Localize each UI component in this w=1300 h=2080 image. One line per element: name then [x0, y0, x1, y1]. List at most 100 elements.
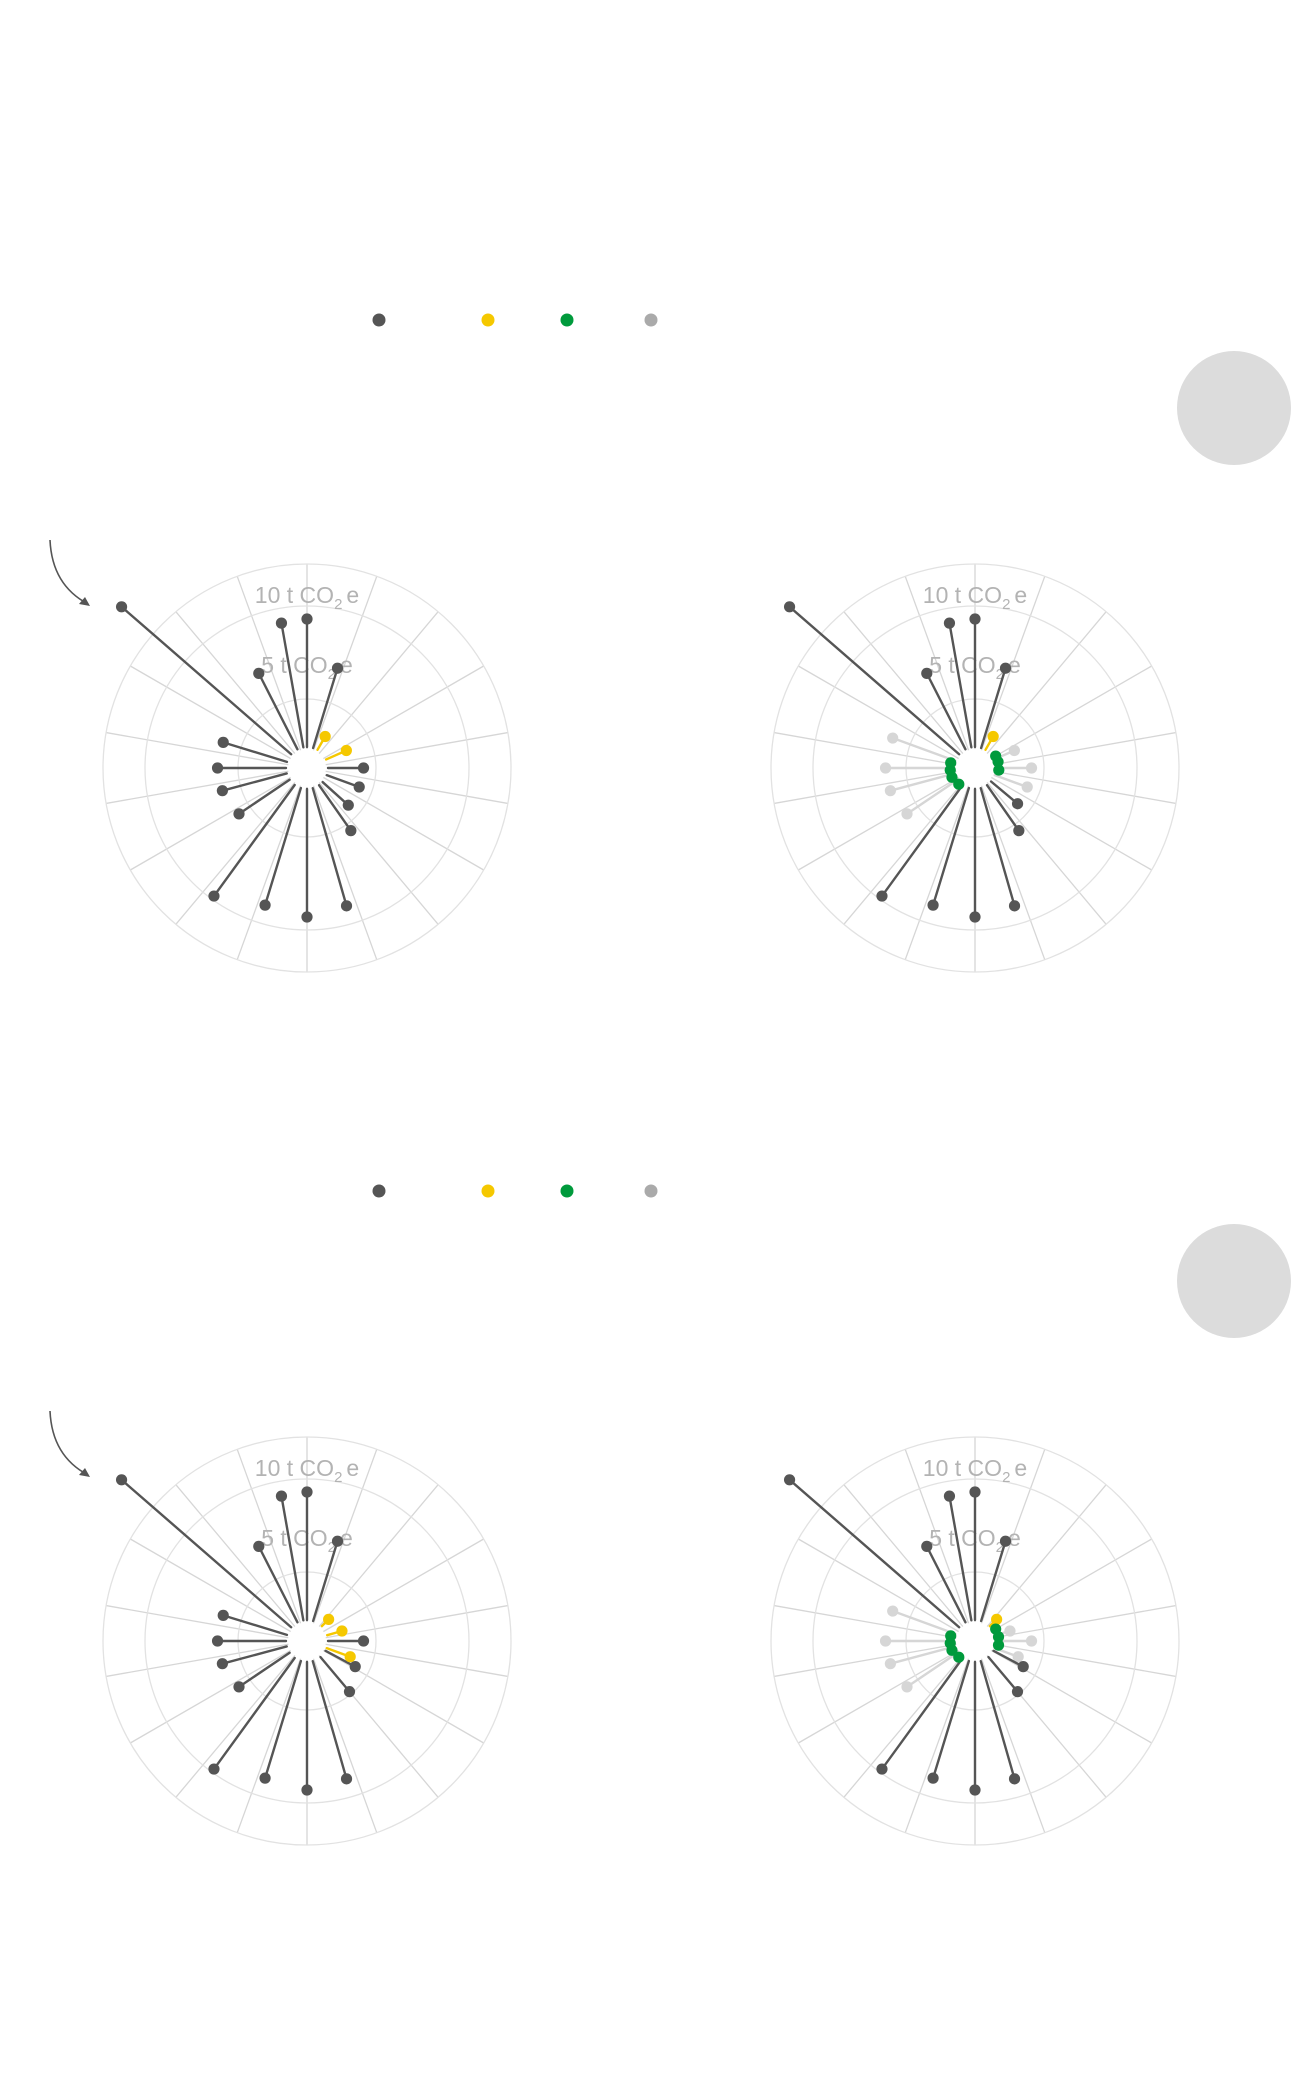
lollipop-point[interactable]	[259, 899, 271, 911]
lollipop-point[interactable]	[1021, 781, 1033, 793]
lollipop-point[interactable]	[357, 1635, 370, 1647]
lollipop-point[interactable]	[208, 1763, 220, 1775]
lollipop-point[interactable]	[217, 736, 229, 748]
lollipop-point[interactable]	[331, 662, 344, 674]
lollipop-point[interactable]	[876, 1763, 888, 1775]
lollipop-point[interactable]	[340, 900, 353, 912]
grid-spoke	[974, 576, 1046, 769]
lollipop-point[interactable]	[301, 911, 313, 923]
side-circle-button[interactable]	[1177, 1224, 1291, 1338]
lollipop-point[interactable]	[301, 1486, 313, 1498]
lollipop-point[interactable]	[319, 730, 331, 743]
lollipop-point[interactable]	[921, 667, 933, 679]
lollipop-point[interactable]	[211, 762, 224, 774]
grid-spoke	[130, 665, 308, 769]
lollipop-point[interactable]	[1025, 1635, 1038, 1647]
ring-label-sub: 2	[334, 596, 342, 613]
grid-spoke	[236, 576, 308, 769]
lollipop-point[interactable]	[969, 1486, 981, 1498]
lollipop-point[interactable]	[275, 1490, 288, 1502]
lollipop-point[interactable]	[991, 1613, 1003, 1625]
lollipop-point[interactable]	[1013, 825, 1025, 837]
lollipop-point[interactable]	[301, 613, 313, 625]
grid-spoke	[306, 611, 439, 769]
lollipop-point[interactable]	[340, 1773, 353, 1785]
lollipop-point[interactable]	[115, 1474, 128, 1486]
lollipop-point[interactable]	[216, 1658, 228, 1670]
lollipop-point[interactable]	[342, 799, 354, 811]
grid-spoke	[175, 767, 308, 925]
lollipop-point[interactable]	[259, 1772, 271, 1784]
lollipop-point[interactable]	[987, 730, 999, 743]
lollipop-point[interactable]	[783, 1474, 796, 1486]
lollipop-point[interactable]	[992, 756, 1004, 768]
lollipop-stem	[993, 773, 1029, 789]
lollipop-point[interactable]	[345, 825, 357, 837]
lollipop-point[interactable]	[115, 601, 128, 613]
lollipop-point[interactable]	[999, 1535, 1012, 1547]
lollipop-point[interactable]	[1017, 1661, 1029, 1673]
lollipop-point[interactable]	[887, 1605, 899, 1617]
lollipop-point[interactable]	[884, 1658, 896, 1670]
lollipop-point[interactable]	[253, 667, 265, 679]
lollipop-point[interactable]	[344, 1651, 356, 1663]
grid-spoke	[175, 1484, 308, 1642]
lollipop-point[interactable]	[999, 662, 1012, 674]
lollipop-point[interactable]	[879, 762, 892, 774]
lollipop-point[interactable]	[323, 1613, 335, 1625]
lollipop-point[interactable]	[969, 1784, 981, 1796]
grid-ring-outer	[770, 563, 1180, 973]
lollipop-point[interactable]	[901, 1681, 913, 1693]
lollipop-point[interactable]	[343, 1686, 356, 1698]
ring-label-sub: 2	[328, 1539, 336, 1556]
lollipop-point[interactable]	[301, 1784, 313, 1796]
lollipop-point[interactable]	[211, 1635, 224, 1647]
lollipop-point[interactable]	[945, 1630, 957, 1642]
lollipop-point[interactable]	[884, 785, 896, 797]
lollipop-point[interactable]	[927, 899, 939, 911]
lollipop-point[interactable]	[233, 1681, 245, 1693]
lollipop-point[interactable]	[1011, 1686, 1024, 1698]
lollipop-point[interactable]	[233, 808, 245, 820]
lollipop-point[interactable]	[953, 1651, 965, 1663]
lollipop-point[interactable]	[1008, 1773, 1021, 1785]
lollipop-point[interactable]	[969, 613, 981, 625]
lollipop-point[interactable]	[927, 1772, 939, 1784]
lollipop-stem	[880, 783, 964, 898]
lollipop-point[interactable]	[901, 808, 913, 820]
lollipop-point[interactable]	[887, 732, 899, 744]
lollipop-point[interactable]	[253, 1540, 265, 1552]
lollipop-point[interactable]	[969, 911, 981, 923]
lollipop-point[interactable]	[349, 1661, 361, 1673]
ring-label: 5 t CO2 e	[261, 1525, 353, 1556]
lollipop-point[interactable]	[879, 1635, 892, 1647]
lollipop-point[interactable]	[993, 764, 1005, 776]
lollipop-point[interactable]	[1008, 744, 1020, 757]
lollipop-point[interactable]	[1008, 900, 1021, 912]
lollipop-point[interactable]	[1011, 798, 1024, 810]
lollipop-point[interactable]	[340, 744, 352, 757]
lollipop-point[interactable]	[331, 1535, 344, 1547]
lollipop-point[interactable]	[943, 1490, 956, 1502]
lollipop-point[interactable]	[353, 781, 365, 793]
lollipop-point[interactable]	[1012, 1651, 1024, 1663]
lollipop-point[interactable]	[217, 1609, 229, 1621]
lollipop-point[interactable]	[876, 890, 888, 902]
lollipop-point[interactable]	[357, 762, 370, 774]
lollipop-point[interactable]	[992, 1639, 1005, 1651]
lollipop-point[interactable]	[921, 1540, 933, 1552]
lollipop-point[interactable]	[208, 890, 220, 902]
lollipop-point[interactable]	[945, 757, 957, 769]
side-circle-button[interactable]	[1177, 351, 1291, 465]
lollipop-point[interactable]	[943, 617, 956, 629]
lollipop-point[interactable]	[275, 617, 288, 629]
lollipop-point[interactable]	[1004, 1625, 1016, 1637]
lollipop-point[interactable]	[953, 778, 965, 790]
lollipop-point[interactable]	[336, 1625, 348, 1637]
ring-label-main: 10 t CO	[923, 1455, 1002, 1481]
lollipop-point[interactable]	[216, 785, 228, 797]
lollipop-point[interactable]	[783, 601, 796, 613]
lollipop-point[interactable]	[992, 1631, 1005, 1643]
lollipop-point[interactable]	[1025, 762, 1038, 774]
lollipop-stem	[987, 1655, 1019, 1693]
